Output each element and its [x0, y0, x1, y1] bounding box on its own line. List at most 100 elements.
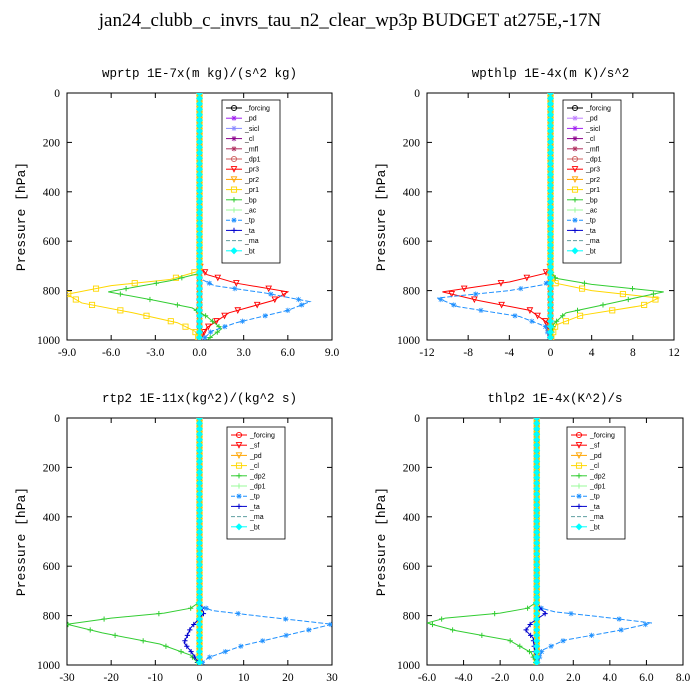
legend-label-bt: _bt: [244, 248, 255, 255]
legend-marker-bt: [571, 247, 579, 255]
y-tick-label: 400: [403, 187, 421, 199]
legend-marker-pr3: [230, 166, 238, 173]
legend-marker-dp1: [576, 483, 582, 489]
panel-1: wprtp 1E-7x(m kg)/(s^2 kg) Pressure [hPa]…: [14, 67, 339, 359]
legend-label-forcing: _forcing: [585, 106, 611, 113]
legend-label-tp: _tp: [249, 494, 260, 501]
legend-label-bp: _bp: [244, 197, 257, 204]
point-bp: [207, 334, 213, 340]
point-dp2: [524, 605, 531, 611]
point-dp2: [87, 627, 93, 633]
point-tp: [642, 621, 648, 628]
point-tp: [222, 649, 228, 655]
x-tick-label: 0: [197, 672, 203, 684]
x-tick-label: 6.0: [639, 672, 654, 684]
y-tick-label: 400: [43, 512, 61, 524]
point-tp: [268, 291, 274, 297]
y-tick-label: 800: [403, 286, 421, 298]
legend-label-forcing: _forcing: [244, 106, 270, 113]
x-tick-label: -30: [59, 672, 75, 684]
point-tp: [235, 611, 241, 617]
point-tp: [207, 654, 213, 660]
point-pr1: [167, 318, 174, 325]
point-tp: [548, 643, 554, 649]
point-dp2: [112, 632, 118, 638]
point-tp: [306, 627, 312, 633]
point-tp: [568, 611, 574, 617]
point-dp2: [101, 616, 107, 622]
point-bp: [209, 318, 216, 324]
legend-marker-tp: [236, 493, 242, 499]
legend-label-ma: _ma: [249, 514, 264, 521]
series-bp: [108, 93, 223, 340]
y-axis-label: Pressure [hPa]: [14, 487, 29, 596]
x-tick-label: 2.0: [566, 672, 581, 684]
point-ta: [542, 611, 548, 617]
point-ta: [184, 632, 190, 638]
point-pr1: [92, 285, 100, 292]
point-pr3: [232, 280, 240, 287]
point-tp: [207, 329, 214, 335]
series-bt: [533, 418, 541, 665]
series-bt: [546, 93, 555, 340]
point-tp: [473, 291, 479, 297]
panel-3: rtp2 1E-11x(kg^2)/(kg^2 s) Pressure [hPa]…: [14, 392, 338, 684]
legend-marker-pr2: [230, 176, 238, 184]
panel-2: wpthlp 1E-4x(m K)/s^2 Pressure [hPa] -12 -8…: [374, 67, 680, 359]
x-tick-label: 9.0: [325, 347, 340, 359]
series-line-dp2: [67, 418, 200, 665]
series-line-bp: [108, 93, 223, 340]
legend-label-bp: _bp: [585, 197, 598, 204]
legend: _forcing _sf _pd _cl _dp2 _dp1 _tp _ta _ma _bt: [566, 426, 626, 540]
point-bp: [117, 291, 123, 297]
point-bp: [629, 286, 636, 292]
point-tp: [299, 302, 305, 308]
legend-label-bt: _bt: [589, 524, 600, 531]
point-bp: [560, 313, 566, 319]
legend-label-cl: _cl: [589, 463, 599, 470]
legend-marker-dp1: [236, 483, 242, 489]
plot-frame: [426, 417, 684, 666]
legend-label-cl: _cl: [244, 136, 254, 143]
legend-marker-dp2: [236, 473, 242, 479]
point-ta: [182, 638, 188, 644]
point-pr3: [265, 285, 273, 293]
legend-box: [221, 99, 281, 264]
point-pr1: [619, 291, 626, 298]
legend-label-pd: _pd: [249, 453, 262, 460]
series-line-tp: [437, 93, 551, 340]
point-bp: [202, 313, 209, 319]
legend-label-pr2: _pr2: [585, 177, 600, 184]
point-tp: [283, 616, 289, 622]
series-line-dp2: [427, 418, 538, 665]
legend-marker-pd: [235, 452, 243, 460]
point-pr3: [201, 269, 209, 276]
legend-label-sf: _sf: [249, 443, 259, 450]
point-dp2: [526, 649, 533, 655]
point-dp2: [450, 627, 456, 633]
point-tp: [203, 605, 209, 611]
legend-marker-bp: [572, 197, 578, 203]
point-bt: [546, 334, 555, 340]
legend-marker-dp1: [571, 155, 579, 163]
legend-marker-pr3: [571, 166, 579, 173]
legend-label-pd: _pd: [585, 116, 598, 123]
y-tick-label: 1000: [397, 660, 420, 672]
panel-title: thlp2 1E-4x(K^2)/s: [487, 392, 622, 406]
legend-label-dp2: _dp2: [589, 473, 606, 480]
legend-marker-sicl: [231, 125, 237, 131]
point-tp: [539, 649, 545, 655]
y-tick-label: 1000: [37, 660, 60, 672]
legend-marker-bt: [575, 523, 583, 531]
x-tick-label: -2.0: [491, 672, 509, 684]
legend-marker-tp: [231, 217, 237, 223]
point-pr3: [271, 296, 279, 304]
legend-marker-bp: [231, 197, 237, 203]
point-dp2: [439, 616, 445, 622]
y-axis-label: Pressure [hPa]: [374, 487, 389, 596]
y-tick-label: 200: [43, 137, 61, 149]
legend-marker-tp: [576, 493, 582, 499]
y-tick-label: 800: [43, 286, 61, 298]
point-ta: [191, 621, 197, 628]
x-tick-label: 4.0: [603, 672, 618, 684]
